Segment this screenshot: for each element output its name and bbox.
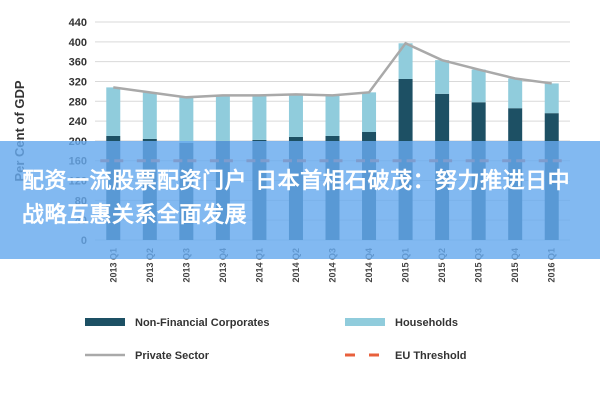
- bar-households: [106, 87, 121, 136]
- y-tick-label: 400: [69, 37, 87, 49]
- y-tick-label: 440: [69, 17, 87, 29]
- legend-label: Private Sector: [135, 350, 210, 362]
- legend-label: EU Threshold: [395, 350, 467, 362]
- x-tick-label: 2016 Q1: [547, 248, 557, 283]
- y-tick-label: 240: [69, 116, 87, 128]
- legend-label: Households: [395, 317, 458, 329]
- x-tick-label: 2014 Q4: [364, 248, 374, 283]
- bar-households: [325, 95, 340, 136]
- x-tick-label: 2014 Q2: [291, 248, 301, 283]
- x-tick-label: 2014 Q1: [254, 248, 264, 283]
- bar-households: [215, 95, 230, 141]
- legend-swatch: [85, 318, 125, 326]
- bar-households: [142, 92, 157, 139]
- bar-households: [471, 69, 486, 103]
- x-tick-label: 2013 Q4: [218, 248, 228, 283]
- bar-households: [398, 43, 413, 79]
- x-tick-label: 2013 Q3: [181, 248, 191, 283]
- bar-households: [288, 94, 303, 137]
- bar-households: [544, 83, 559, 114]
- bar-households: [508, 78, 523, 109]
- x-tick-label: 2013 Q1: [108, 248, 118, 283]
- x-tick-label: 2015 Q4: [510, 248, 520, 283]
- legend-swatch: [345, 318, 385, 326]
- y-tick-label: 280: [69, 96, 87, 108]
- banner-text: 配资一流股票配资门户 日本首相石破茂：努力推进日中战略互惠关系全面发展: [22, 169, 571, 228]
- bar-households: [252, 95, 267, 140]
- legend-label: Non-Financial Corporates: [135, 317, 269, 329]
- bar-households: [435, 60, 450, 94]
- bar-households: [362, 92, 377, 132]
- bar-households: [179, 97, 194, 143]
- x-tick-label: 2014 Q3: [328, 248, 338, 283]
- x-tick-label: 2013 Q2: [145, 248, 155, 283]
- y-tick-label: 320: [69, 76, 87, 88]
- x-tick-label: 2015 Q1: [401, 248, 411, 283]
- x-tick-label: 2015 Q3: [474, 248, 484, 283]
- overlay-banner: 配资一流股票配资门户 日本首相石破茂：努力推进日中战略互惠关系全面发展: [0, 141, 600, 259]
- x-tick-label: 2015 Q2: [437, 248, 447, 283]
- y-tick-label: 360: [69, 57, 87, 69]
- private-sector-line: [113, 41, 552, 99]
